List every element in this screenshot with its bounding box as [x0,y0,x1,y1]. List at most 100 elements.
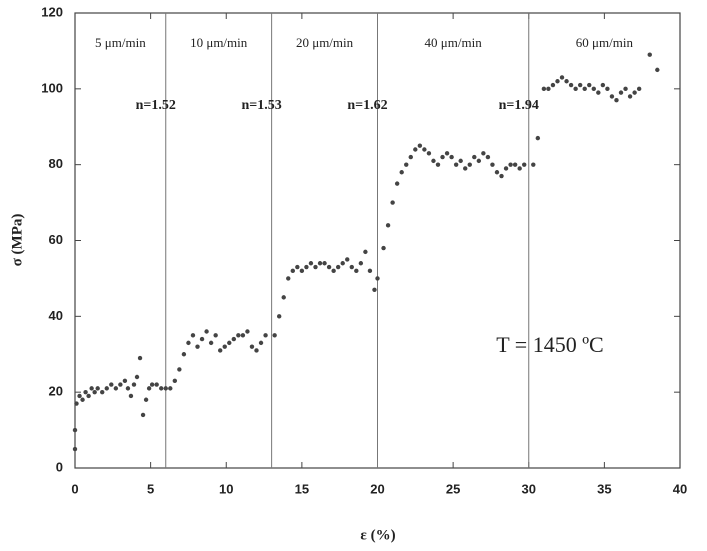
data-point [308,261,314,266]
data-point [113,386,119,391]
data-point [72,427,78,433]
segment-label: 60 μm/min [576,35,634,50]
data-point [444,151,450,156]
data-point [181,352,187,357]
data-point [218,348,223,353]
data-point [313,264,318,270]
data-point [546,86,551,92]
data-point [476,158,482,164]
n-label: n=1.62 [347,98,387,113]
y-tick-label: 120 [41,4,63,19]
data-point [349,264,354,270]
data-point [195,344,200,349]
x-tick-label: 0 [71,481,78,496]
data-point [86,393,91,399]
x-tick-label: 5 [147,481,154,496]
data-point [472,154,477,160]
data-point [522,162,527,167]
data-point [587,82,592,88]
data-point [304,264,309,270]
data-point [83,389,88,395]
data-point [564,79,569,84]
data-point [236,333,241,338]
data-point [614,98,619,103]
data-point [404,162,409,167]
data-point [317,261,323,266]
data-point [555,79,560,84]
data-point [125,386,131,391]
data-point [363,249,368,255]
data-point [249,344,255,349]
data-point [517,166,522,171]
data-point [596,90,601,95]
y-tick-label: 80 [49,156,63,171]
data-point [231,336,237,342]
data-point [358,261,364,266]
data-point [137,355,143,361]
data-point [408,154,413,160]
data-point [140,412,146,418]
data-point [74,401,79,406]
data-point [390,200,395,205]
data-point [431,158,436,164]
data-point [154,382,159,387]
data-point [531,162,536,167]
data-point [177,367,182,372]
data-point [290,268,295,274]
data-point [453,162,459,167]
n-label: n=1.94 [499,98,539,113]
data-point [449,154,454,160]
data-point [399,170,404,175]
data-point [186,340,191,346]
data-point [109,382,114,387]
y-tick-label: 20 [49,384,63,399]
data-point [118,382,123,387]
data-point [326,264,332,270]
data-point [149,382,155,387]
data-point [367,268,373,274]
data-point [286,276,291,281]
data-point [591,86,596,92]
data-point [490,162,495,167]
data-point [417,143,423,148]
x-tick-label: 10 [219,481,233,496]
data-point [172,378,178,383]
data-point [263,333,268,338]
data-point [245,329,250,334]
data-point [146,386,152,391]
data-point [272,333,277,338]
x-tick-label: 15 [295,481,309,496]
data-point [568,82,574,88]
data-point [385,223,391,228]
data-point [295,264,300,270]
data-point [499,173,504,179]
data-point [440,154,445,160]
data-point [559,75,565,80]
data-point [508,162,513,167]
data-point [636,86,642,92]
data-point [463,166,468,171]
data-point [458,158,463,164]
data-point [222,344,227,349]
data-point [422,147,427,152]
data-point [92,389,97,395]
y-tick-label: 100 [41,80,63,95]
data-point [276,314,282,319]
data-point [213,333,218,338]
data-point [159,386,164,391]
x-tick-label: 25 [446,481,460,496]
data-point [95,386,100,391]
data-point [605,86,610,92]
data-point [375,276,380,281]
data-point [577,82,583,88]
data-point [573,86,578,92]
data-point [208,340,214,346]
data-point [80,397,85,402]
data-point [435,162,441,167]
data-point [258,340,264,346]
n-label: n=1.52 [136,98,176,113]
data-point [632,90,637,95]
data-point [647,52,652,57]
data-point [541,86,547,92]
